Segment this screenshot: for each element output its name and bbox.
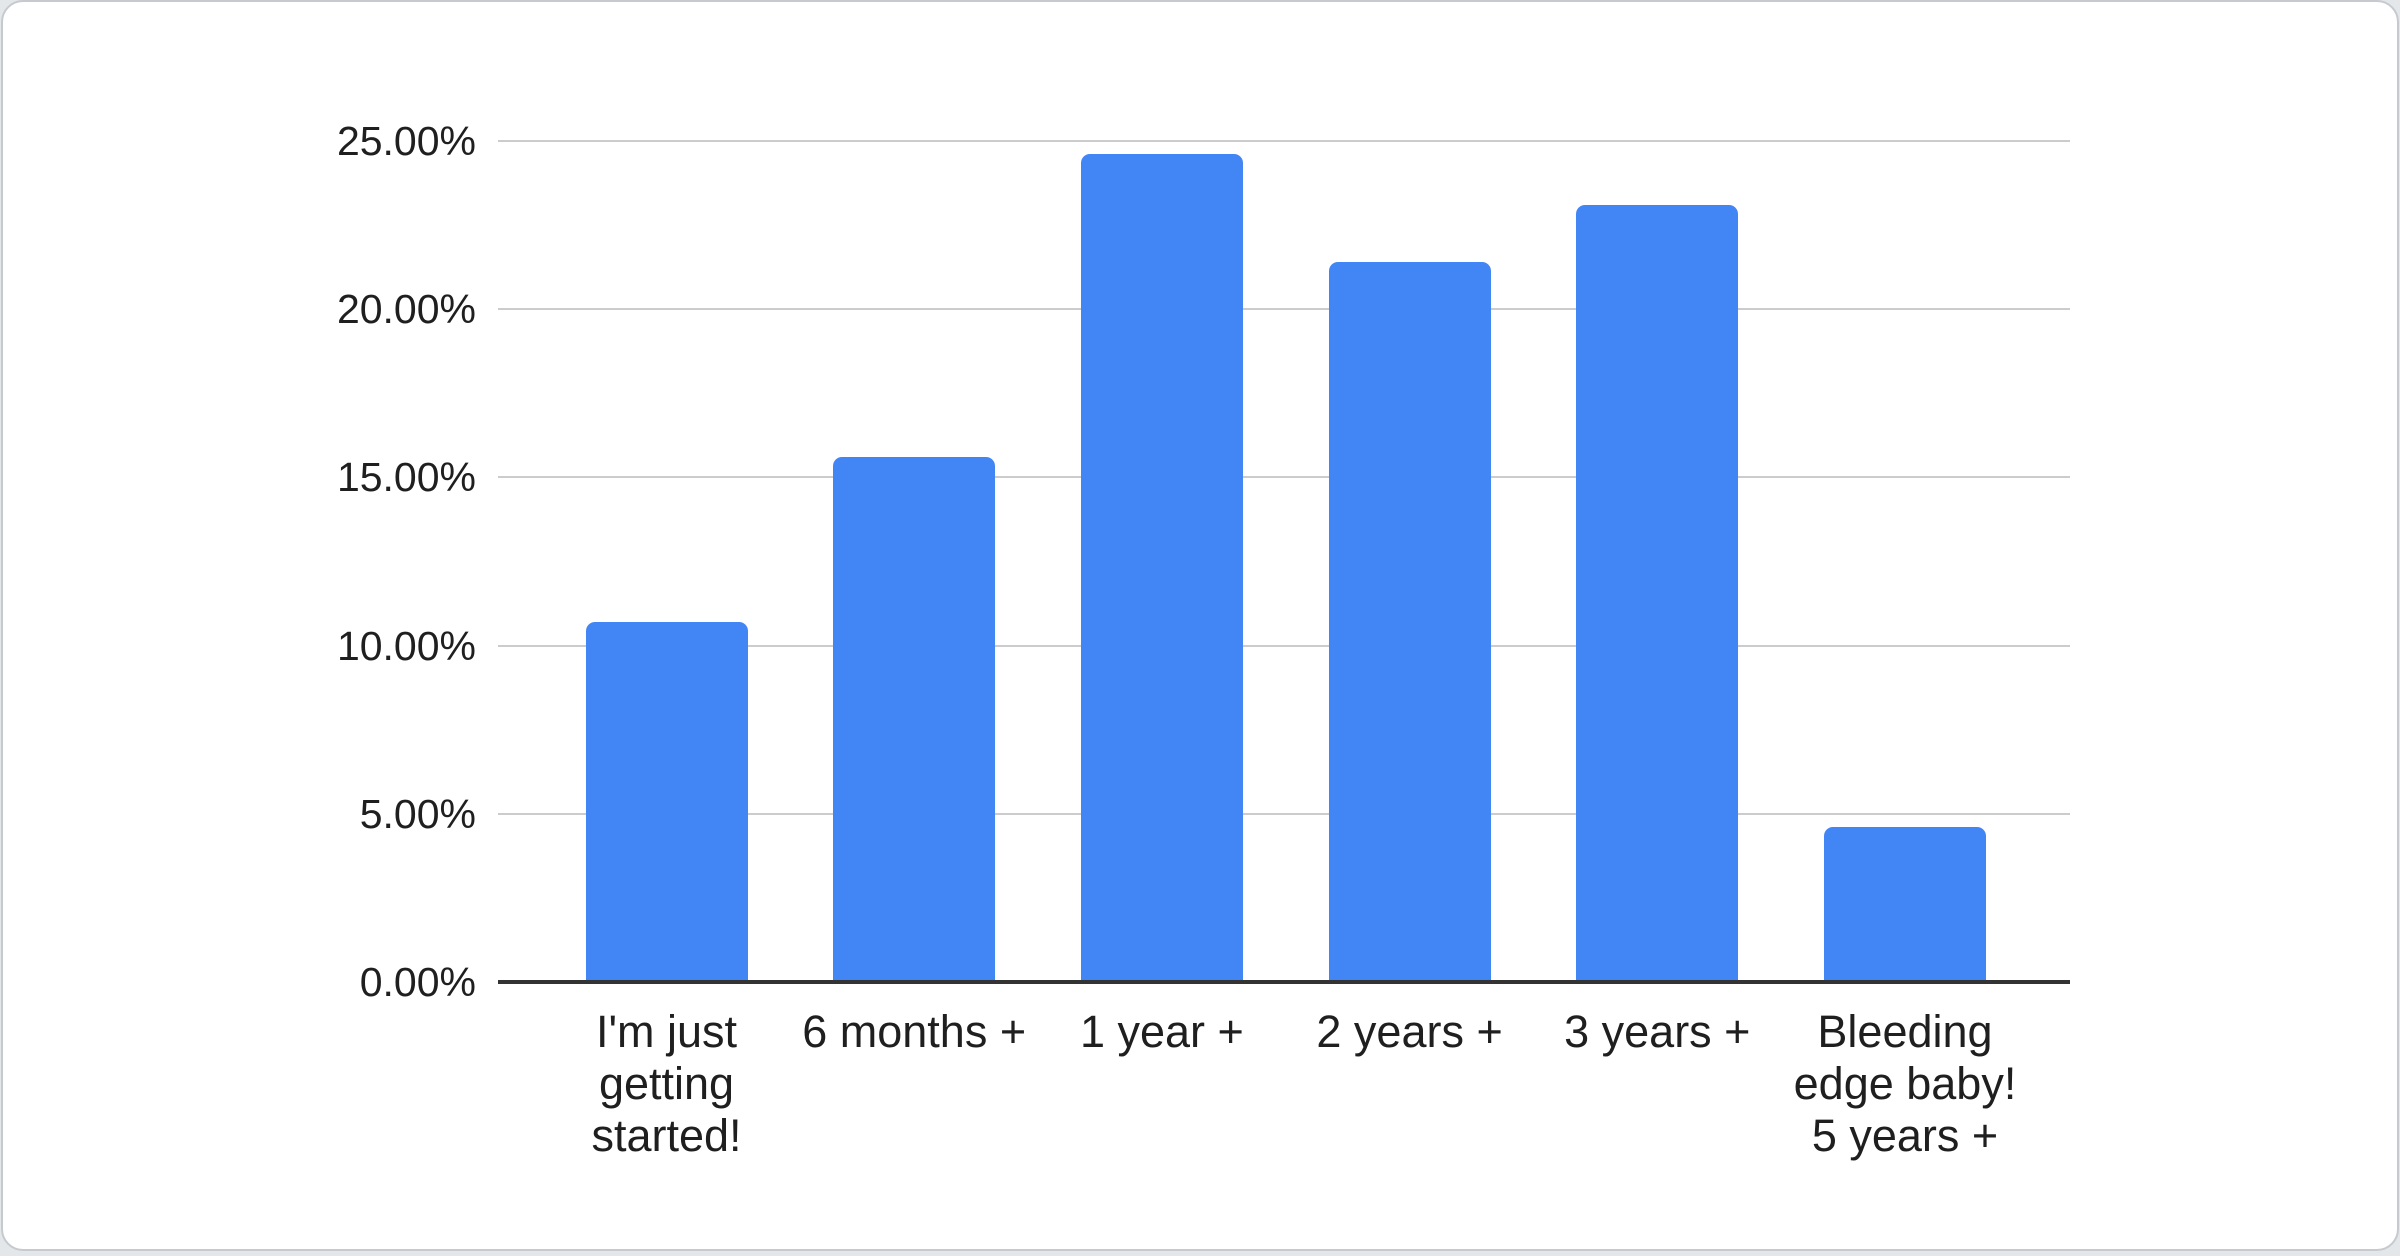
- x-category-label: 3 years +: [1564, 1006, 1751, 1057]
- bar-chart: 25.00% 20.00% 15.00% 10.00% 5.00% 0.00% I'm j…: [3, 2, 2397, 1249]
- x-category-label: I'm just getting started!: [591, 1006, 742, 1161]
- x-axis-line: [498, 980, 2070, 984]
- y-tick-label: 25.00%: [336, 118, 476, 164]
- y-tick-label: 20.00%: [336, 286, 476, 333]
- bar[interactable]: [1328, 262, 1491, 982]
- x-category-label: Bleeding edge baby! 5 years +: [1793, 1006, 2017, 1161]
- gridline: [498, 308, 2070, 311]
- gridline: [498, 140, 2070, 142]
- bar[interactable]: [1824, 827, 1986, 982]
- y-tick-label: 5.00%: [359, 790, 476, 837]
- x-category-label: 2 years +: [1316, 1006, 1503, 1057]
- y-tick-label: 0.00%: [359, 959, 476, 1005]
- gridline: [498, 644, 2070, 647]
- gridline: [498, 476, 2070, 479]
- y-tick-label: 10.00%: [336, 622, 476, 669]
- gridline: [498, 812, 2070, 815]
- bar[interactable]: [1576, 204, 1739, 982]
- x-category-label: 6 months +: [802, 1006, 1027, 1057]
- bar[interactable]: [833, 457, 996, 982]
- x-category-label: 1 year +: [1079, 1006, 1244, 1057]
- y-tick-label: 15.00%: [336, 454, 476, 501]
- bar[interactable]: [585, 622, 748, 982]
- bar[interactable]: [1080, 154, 1243, 982]
